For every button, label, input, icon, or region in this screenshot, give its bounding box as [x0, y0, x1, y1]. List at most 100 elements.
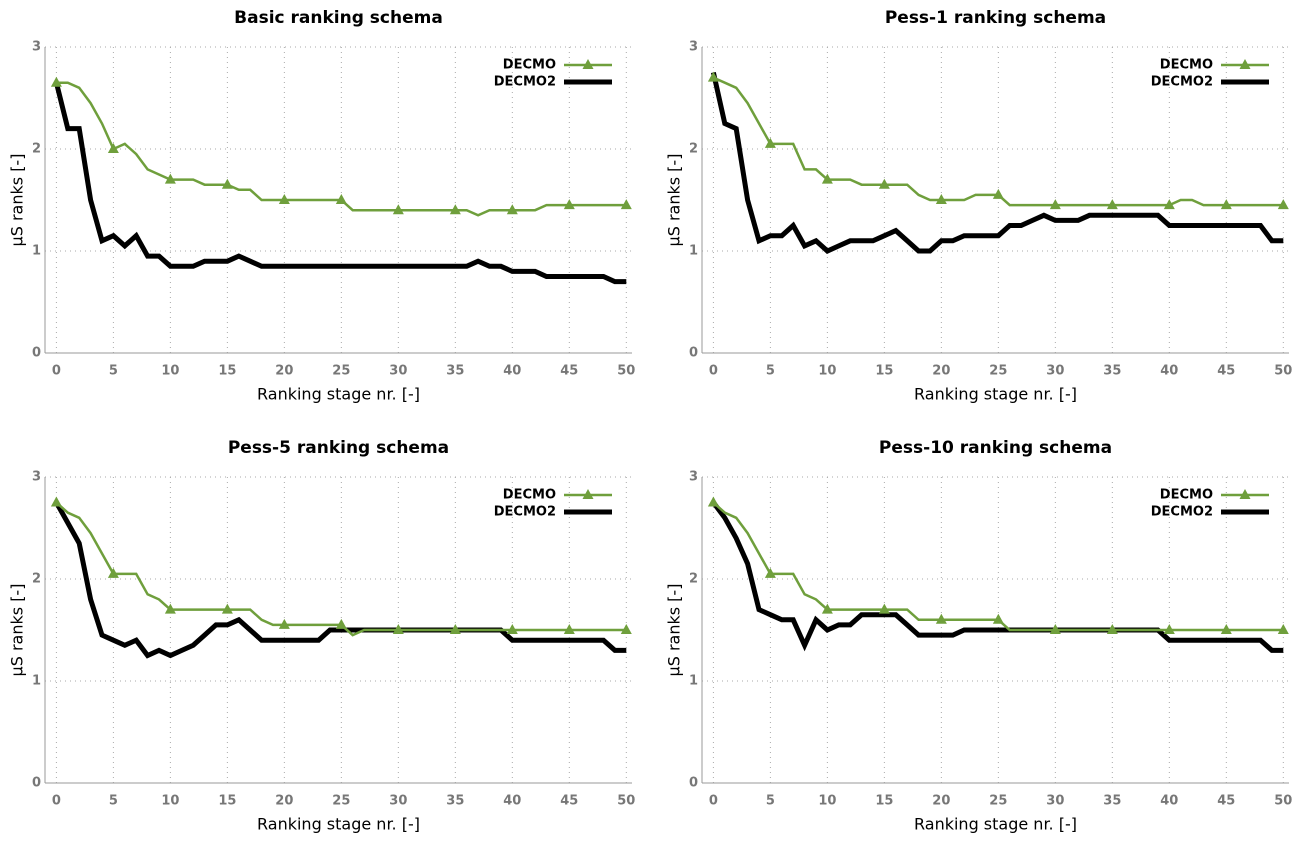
- x-tick-label: 15: [218, 364, 236, 379]
- marker: [221, 178, 233, 189]
- marker: [620, 199, 632, 210]
- marker: [707, 71, 719, 82]
- marker: [164, 173, 176, 184]
- marker: [992, 613, 1004, 624]
- marker: [506, 624, 518, 634]
- series-line: [54, 501, 627, 659]
- marker: [50, 76, 62, 87]
- marker: [992, 188, 1004, 199]
- legend-label: DECMO2: [494, 505, 556, 520]
- x-tick-label: 0: [52, 364, 61, 379]
- x-tick-label: 10: [161, 364, 179, 379]
- marker: [1277, 199, 1289, 210]
- legend-label: DECMO2: [1151, 75, 1213, 90]
- marker: [335, 618, 347, 629]
- marker: [1049, 199, 1061, 210]
- marker: [1163, 624, 1175, 634]
- x-tick-label: 35: [1103, 364, 1121, 379]
- chart-title: Pess-5 ranking schema: [228, 438, 449, 458]
- marker: [164, 603, 176, 614]
- legend-label: DECMO: [503, 58, 556, 73]
- marker: [221, 603, 233, 614]
- marker: [935, 194, 947, 204]
- marker: [878, 178, 890, 189]
- marker: [1106, 624, 1118, 634]
- y-tick-label: 2: [689, 142, 698, 157]
- x-tick-label: 35: [446, 794, 464, 809]
- chart-title: Basic ranking schema: [234, 8, 443, 28]
- x-tick-label: 50: [1274, 794, 1292, 809]
- y-axis-label: μS ranks [-]: [8, 154, 27, 247]
- y-tick-label: 2: [689, 572, 698, 587]
- x-tick-label: 45: [1217, 794, 1235, 809]
- y-tick-label: 3: [32, 470, 41, 485]
- series-line: [712, 501, 1284, 632]
- x-tick-label: 20: [932, 794, 950, 809]
- y-tick-label: 1: [689, 244, 698, 259]
- x-tick-label: 0: [709, 364, 718, 379]
- x-axis-label: Ranking stage nr. [-]: [257, 815, 420, 834]
- x-tick-label: 20: [275, 364, 293, 379]
- y-tick-label: 1: [32, 244, 41, 259]
- x-tick-label: 5: [766, 364, 775, 379]
- y-tick-label: 3: [689, 40, 698, 55]
- legend-label: DECMO: [503, 488, 556, 503]
- x-tick-label: 40: [503, 364, 521, 379]
- x-tick-label: 45: [560, 794, 578, 809]
- series-line: [711, 501, 1284, 653]
- y-axis-label: μS ranks [-]: [665, 154, 684, 247]
- x-tick-label: 25: [332, 364, 350, 379]
- legend-marker: [582, 489, 594, 499]
- x-tick-label: 40: [1160, 794, 1178, 809]
- marker: [764, 567, 776, 578]
- x-tick-label: 20: [275, 794, 293, 809]
- x-tick-label: 15: [218, 794, 236, 809]
- marker: [335, 194, 347, 204]
- marker: [821, 173, 833, 184]
- y-tick-label: 0: [32, 776, 41, 791]
- marker: [506, 204, 518, 215]
- x-tick-label: 5: [766, 794, 775, 809]
- x-tick-label: 10: [818, 364, 836, 379]
- x-tick-label: 15: [875, 794, 893, 809]
- chart-title: Pess-1 ranking schema: [885, 8, 1106, 28]
- x-tick-label: 5: [109, 364, 118, 379]
- x-tick-label: 5: [109, 794, 118, 809]
- marker: [107, 143, 119, 153]
- x-tick-label: 0: [52, 794, 61, 809]
- x-tick-label: 30: [1046, 794, 1064, 809]
- marker: [878, 603, 890, 614]
- legend-label: DECMO: [1160, 58, 1213, 73]
- x-tick-label: 50: [1274, 364, 1292, 379]
- marker: [50, 496, 62, 507]
- y-tick-label: 3: [32, 40, 41, 55]
- x-tick-label: 15: [875, 364, 893, 379]
- marker: [707, 496, 719, 507]
- marker: [1220, 624, 1232, 634]
- series-line: [712, 76, 1284, 207]
- marker: [821, 603, 833, 614]
- marker: [1049, 624, 1061, 634]
- x-tick-label: 30: [389, 794, 407, 809]
- x-tick-label: 30: [1046, 364, 1064, 379]
- x-tick-label: 25: [332, 794, 350, 809]
- x-axis-label: Ranking stage nr. [-]: [257, 385, 420, 404]
- x-tick-label: 40: [503, 794, 521, 809]
- marker: [563, 199, 575, 210]
- y-tick-label: 0: [689, 776, 698, 791]
- x-tick-label: 25: [989, 794, 1007, 809]
- marker: [449, 204, 461, 215]
- x-tick-label: 0: [709, 794, 718, 809]
- marker: [278, 194, 290, 204]
- marker: [1106, 199, 1118, 210]
- legend-label: DECMO2: [1151, 505, 1213, 520]
- y-tick-label: 0: [689, 346, 698, 361]
- x-tick-label: 35: [1103, 794, 1121, 809]
- marker: [620, 624, 632, 634]
- x-tick-label: 30: [389, 364, 407, 379]
- y-axis-label: μS ranks [-]: [8, 584, 27, 677]
